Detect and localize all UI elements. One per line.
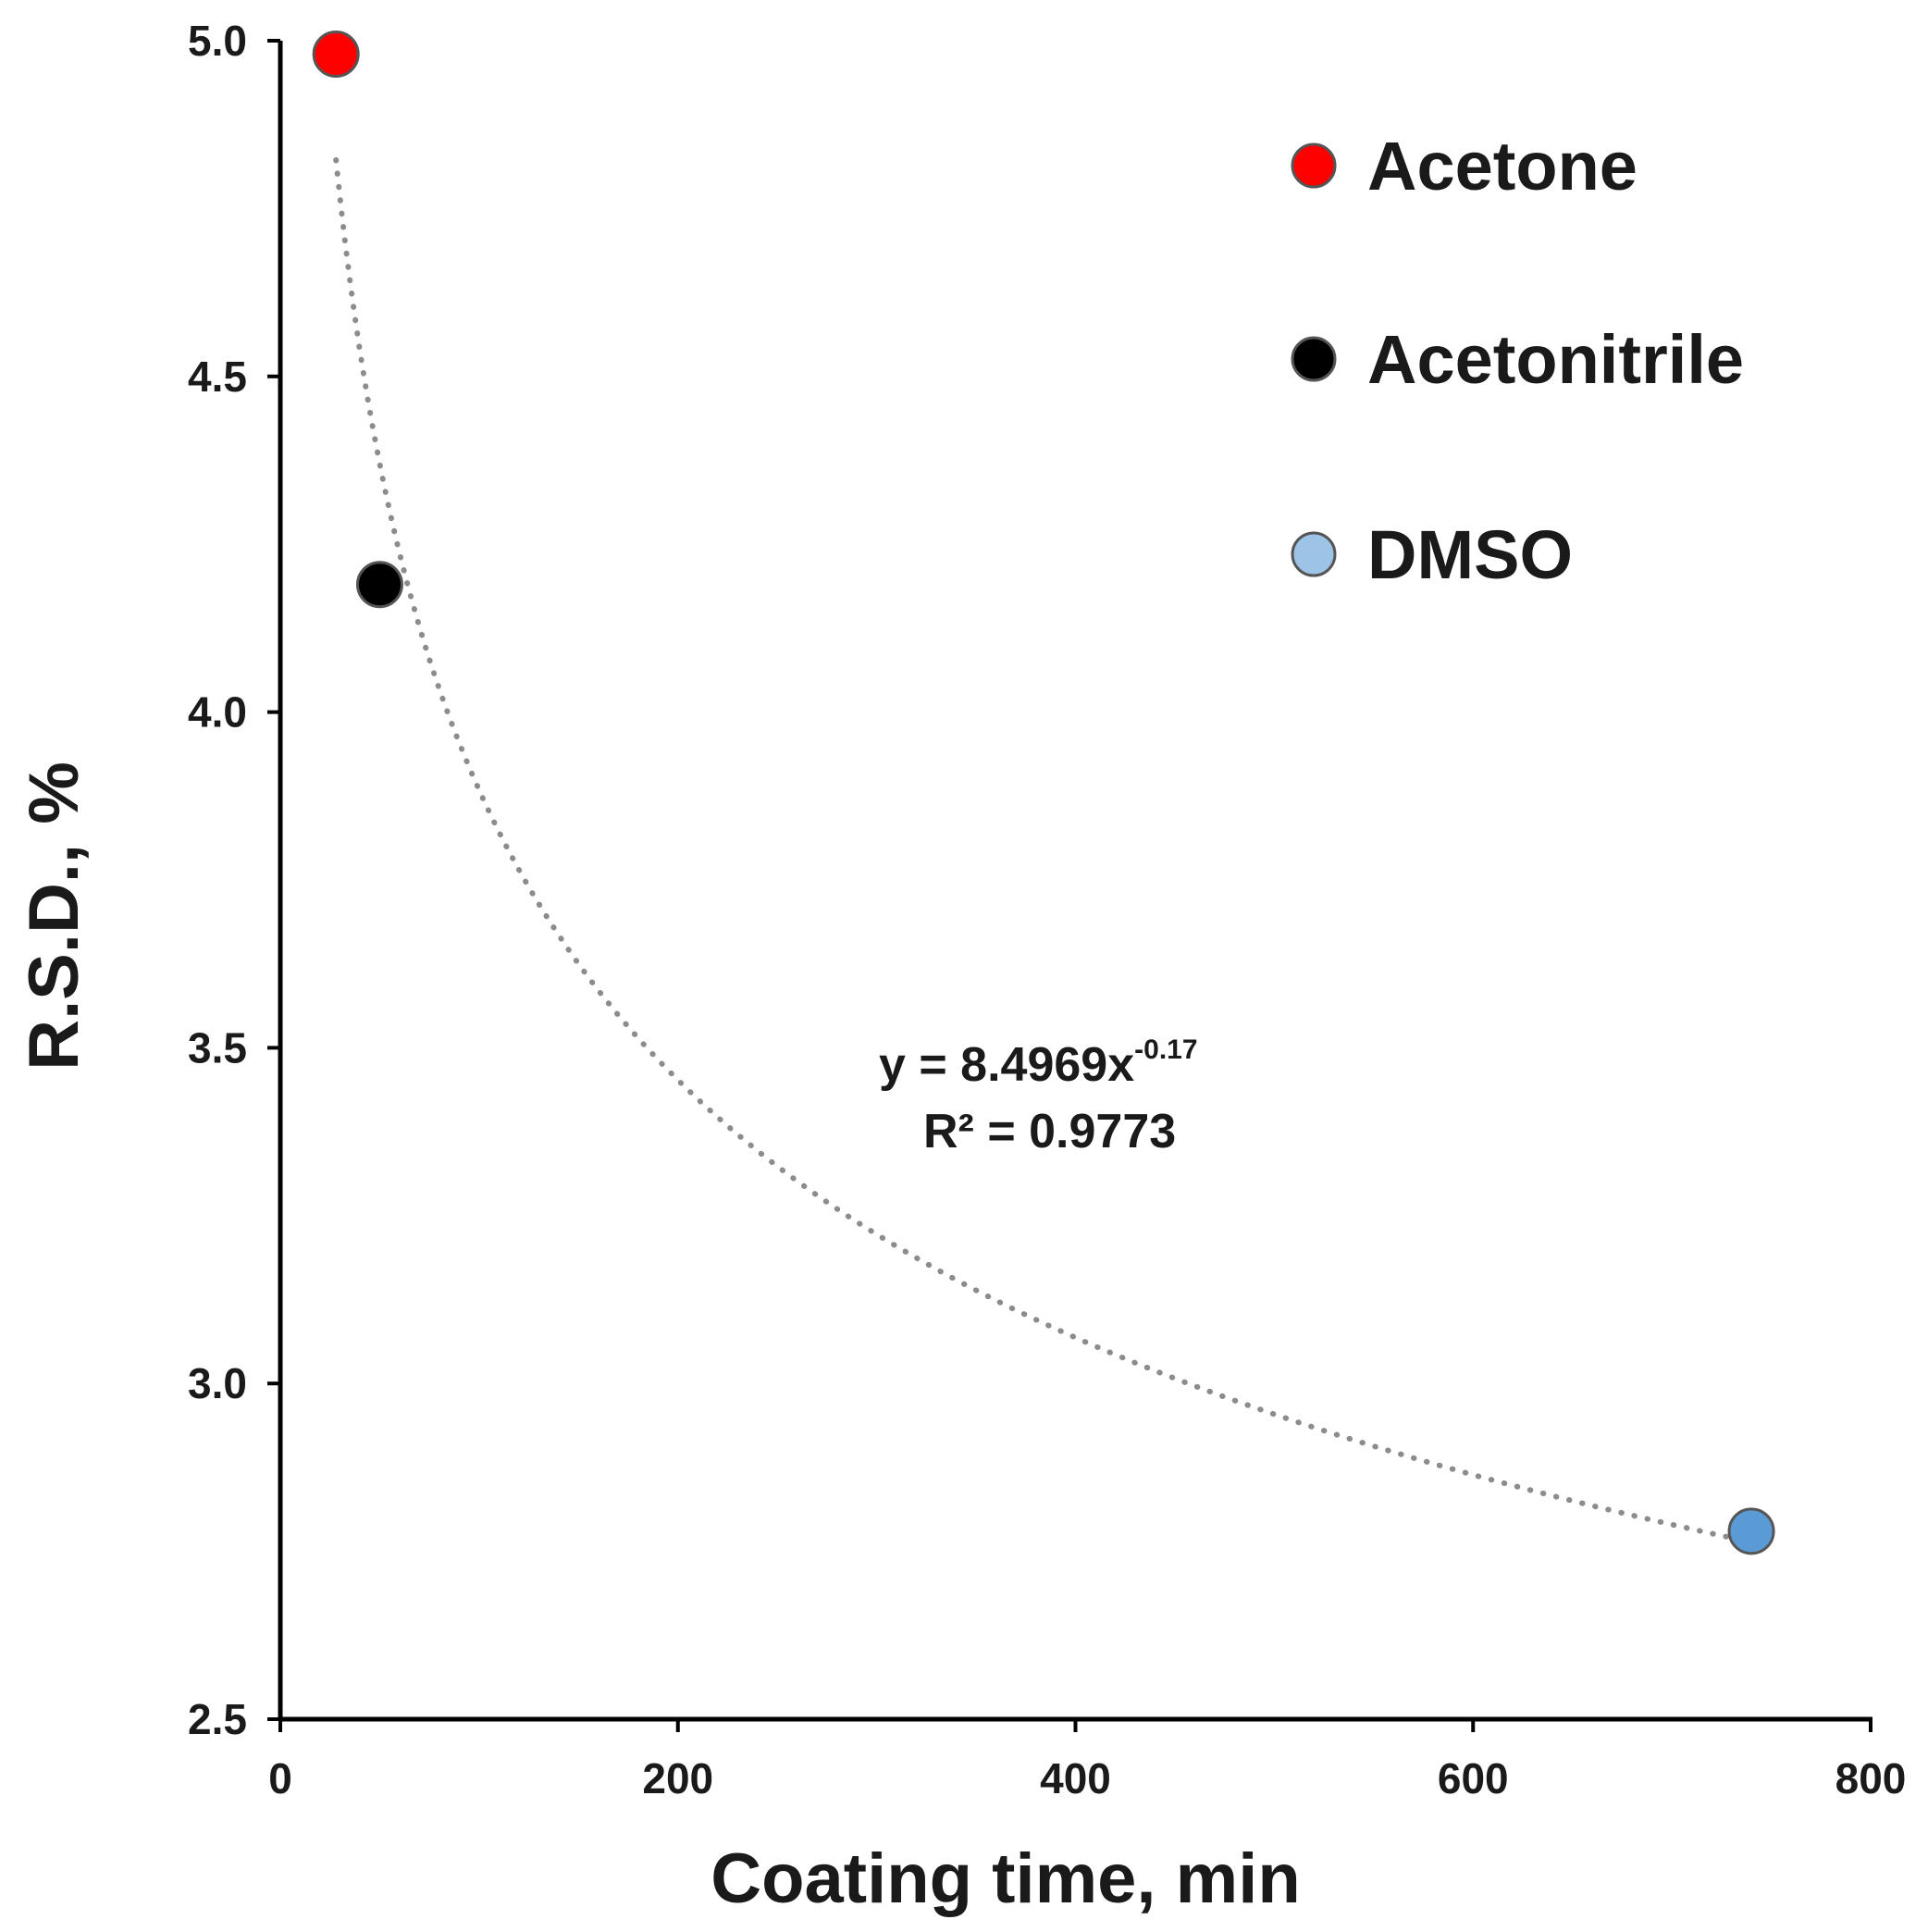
x-tick-label: 800	[1835, 1754, 1907, 1802]
x-axis-title: Coating time, min	[711, 1839, 1301, 1918]
x-tick-label: 0	[268, 1754, 292, 1802]
data-point-acetonitrile	[355, 561, 403, 609]
y-tick-label: 3.5	[188, 1023, 247, 1071]
data-point-acetone	[312, 31, 360, 79]
data-points	[312, 31, 1775, 1555]
data-point-dmso	[1727, 1507, 1775, 1555]
y-tick-label: 4.5	[188, 353, 247, 401]
legend-marker-dmso	[1291, 531, 1337, 577]
power-trendline	[333, 157, 1755, 1545]
y-tick-label: 3.0	[188, 1359, 247, 1407]
legend: Acetone Acetonitrile DMSO	[1291, 128, 1744, 593]
x-tick-label: 600	[1438, 1754, 1509, 1802]
r-squared-label: R² = 0.9773	[923, 1105, 1176, 1158]
legend-marker-acetone	[1291, 142, 1337, 189]
legend-marker-acetonitrile	[1291, 336, 1337, 382]
x-ticks: 0 200 400 600 800	[268, 1719, 1906, 1802]
x-tick-label: 200	[642, 1754, 713, 1802]
legend-label-dmso: DMSO	[1367, 516, 1573, 593]
trendline-equation: y = 8.4969x-0.17	[879, 1034, 1198, 1092]
y-axis-title: R.S.D., %	[15, 762, 93, 1071]
legend-label-acetone: Acetone	[1367, 128, 1638, 204]
y-tick-label: 5.0	[188, 17, 247, 65]
x-tick-label: 400	[1040, 1754, 1111, 1802]
y-ticks: 2.5 3.0 3.5 4.0 4.5 5.0	[188, 17, 280, 1743]
y-tick-label: 2.5	[188, 1695, 247, 1743]
y-tick-label: 4.0	[188, 688, 247, 737]
legend-label-acetonitrile: Acetonitrile	[1367, 321, 1744, 398]
